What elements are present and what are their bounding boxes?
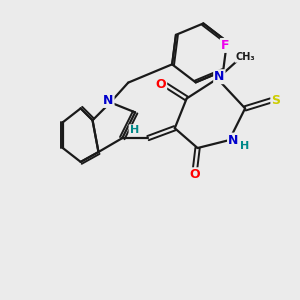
Text: S: S <box>271 94 280 107</box>
Text: N: N <box>214 70 224 83</box>
Text: N: N <box>103 94 114 107</box>
Text: O: O <box>156 78 166 91</box>
Text: O: O <box>189 168 200 181</box>
Text: N: N <box>228 134 238 147</box>
Text: H: H <box>241 141 250 151</box>
Text: H: H <box>130 125 139 135</box>
Text: F: F <box>221 39 229 52</box>
Text: CH₃: CH₃ <box>235 52 255 62</box>
